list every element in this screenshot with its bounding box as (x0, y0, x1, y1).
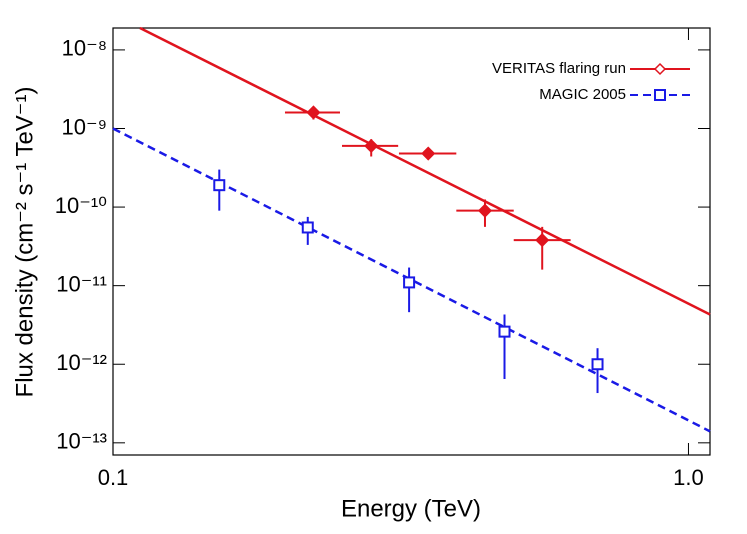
marker (213, 179, 226, 192)
legend-label: VERITAS flaring run (492, 60, 626, 77)
y-tick-label: 10⁻⁹ (61, 114, 107, 139)
y-tick-label: 10⁻¹³ (56, 429, 107, 454)
legend-marker (653, 62, 667, 76)
legend-marker (654, 89, 666, 101)
marker (301, 221, 314, 234)
x-tick-label: 0.1 (98, 465, 129, 490)
y-tick-label: 10⁻¹¹ (56, 271, 107, 296)
y-tick-label: 10⁻¹⁰ (55, 193, 107, 218)
y-tick-label: 10⁻¹² (56, 350, 107, 375)
x-tick-label: 1.0 (673, 465, 704, 490)
marker (403, 276, 416, 289)
plot-frame (112, 27, 711, 456)
marker (477, 203, 493, 218)
fit-line (139, 26, 711, 316)
marker (535, 233, 550, 248)
marker (421, 146, 436, 161)
marker (364, 138, 379, 153)
x-axis-title: Energy (TeV) (341, 495, 481, 522)
marker (306, 105, 321, 120)
fit-line (112, 127, 711, 433)
legend-label: MAGIC 2005 (539, 86, 626, 103)
marker (498, 325, 511, 338)
y-tick-label: 10⁻⁸ (62, 36, 107, 61)
y-axis-title: Flux density (cm⁻² s⁻¹ TeV⁻¹) (11, 87, 38, 398)
marker (591, 358, 604, 371)
